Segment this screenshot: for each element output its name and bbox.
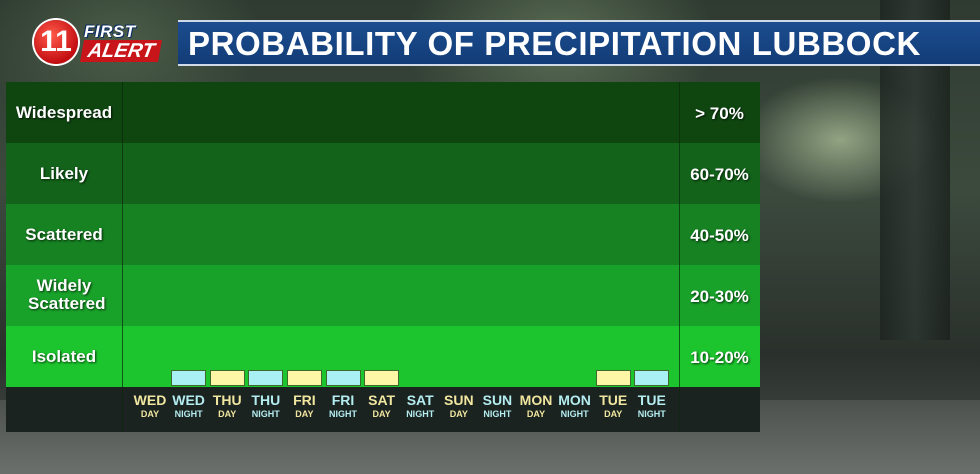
tick-tue-day: TUE DAY xyxy=(594,392,632,420)
bar-tue-night xyxy=(634,370,670,386)
tick-day-label: WED xyxy=(133,392,167,408)
tick-period-label: NIGHT xyxy=(637,409,666,419)
tick-day-label: TUE xyxy=(599,392,628,408)
tick-tue-night: TUE NIGHT xyxy=(633,392,671,420)
tick-fri-day: FRI DAY xyxy=(285,392,323,420)
bar-wed-night xyxy=(171,370,207,386)
tick-mon-night: MON NIGHT xyxy=(556,392,594,420)
range-label-widespread: > 70% xyxy=(695,104,744,123)
band-widespread xyxy=(6,82,760,143)
tick-period-label: NIGHT xyxy=(483,409,512,419)
tick-day-label: SAT xyxy=(368,392,396,408)
tick-period-label: DAY xyxy=(140,409,160,419)
bar-tue-day xyxy=(595,370,631,386)
tick-day-label: SUN xyxy=(444,392,474,408)
tick-period-label: NIGHT xyxy=(406,409,435,419)
band-label-scattered: Scattered xyxy=(25,225,103,244)
tick-wed-day: WED DAY xyxy=(131,392,169,420)
chart-title: PROBABILITY OF PRECIPITATION LUBBOCK xyxy=(188,25,921,62)
tick-period-label: DAY xyxy=(604,409,623,419)
tick-day-label: THU xyxy=(251,392,281,408)
tick-period-label: DAY xyxy=(449,409,468,419)
logo-alert-text: ALERT xyxy=(80,40,163,62)
tick-period-label: DAY xyxy=(526,409,546,419)
bar-fri-day xyxy=(286,370,322,386)
tick-period-label: NIGHT xyxy=(560,409,589,419)
first-alert-logo: 11 FIRST ALERT xyxy=(30,14,165,72)
tick-period-label: DAY xyxy=(295,409,314,419)
tick-period-label: DAY xyxy=(218,409,237,419)
tick-sun-night: SUN NIGHT xyxy=(478,392,516,420)
tick-period-label: DAY xyxy=(372,409,391,419)
band-label-widely-scattered: Widely Scattered xyxy=(28,276,106,313)
band-label-isolated: Isolated xyxy=(31,347,97,366)
tick-sat-day: SAT DAY xyxy=(363,392,401,420)
tick-sun-day: SUN DAY xyxy=(440,392,478,420)
tick-fri-night: FRI NIGHT xyxy=(324,392,362,420)
tick-day-label: SAT xyxy=(406,392,434,408)
tick-day-label: THU xyxy=(212,392,242,408)
range-label-isolated: 10-20% xyxy=(690,348,749,367)
tick-day-label: SUN xyxy=(482,392,513,408)
bar-thu-night xyxy=(248,370,284,386)
tick-period-label: NIGHT xyxy=(329,409,357,419)
bar-thu-day xyxy=(209,370,245,386)
tick-thu-day: THU DAY xyxy=(208,392,246,420)
tick-mon-day: MON DAY xyxy=(517,392,555,420)
tick-sat-night: SAT NIGHT xyxy=(401,392,439,420)
right-divider xyxy=(679,82,680,432)
title-bar: PROBABILITY OF PRECIPITATION LUBBOCK xyxy=(178,20,980,66)
range-label-widely-scattered: 20-30% xyxy=(690,287,749,306)
band-scattered xyxy=(6,204,760,265)
tick-day-label: FRI xyxy=(293,392,316,408)
range-label-scattered: 40-50% xyxy=(690,226,749,245)
tick-wed-night: WED NIGHT xyxy=(170,392,208,420)
tick-day-label: MON xyxy=(519,392,553,408)
tick-day-label: MON xyxy=(558,392,591,408)
tick-thu-night: THU NIGHT xyxy=(247,392,285,420)
x-axis-strip xyxy=(6,387,760,432)
range-label-likely: 60-70% xyxy=(690,165,749,184)
tick-period-label: NIGHT xyxy=(174,409,203,419)
tick-day-label: TUE xyxy=(637,392,666,408)
band-label-widespread: Widespread xyxy=(15,103,113,122)
logo-first-text: FIRST xyxy=(84,22,136,41)
band-likely xyxy=(6,143,760,204)
tick-day-label: FRI xyxy=(331,392,355,408)
logo-channel-number: 11 xyxy=(34,20,78,64)
bar-sat-day xyxy=(364,370,400,386)
bar-fri-night xyxy=(325,370,361,386)
tick-day-label: WED xyxy=(172,392,205,408)
left-divider xyxy=(122,82,123,432)
band-widely-scattered xyxy=(6,265,760,326)
tick-period-label: NIGHT xyxy=(251,409,280,419)
precipitation-chart: Widespread Likely Scattered Widely Scatt… xyxy=(6,82,760,432)
band-label-likely: Likely xyxy=(39,164,89,183)
